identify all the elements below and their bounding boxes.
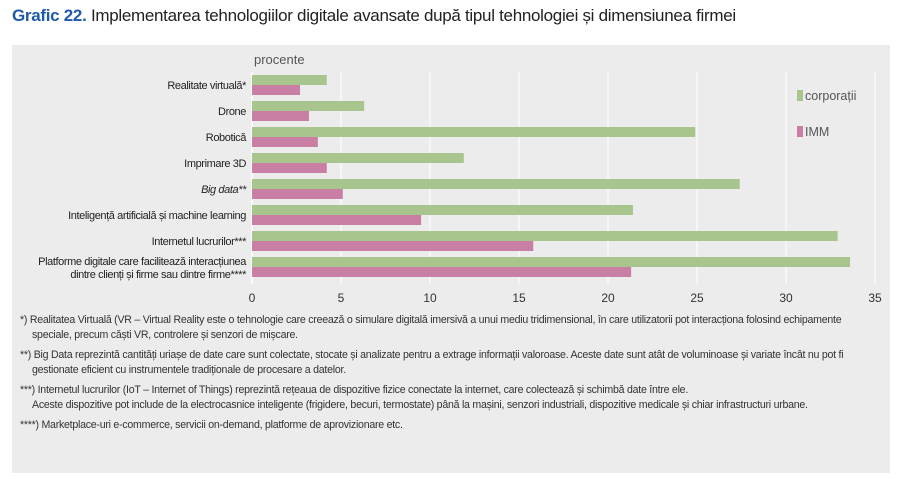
bar-corporaii-0 [252,75,327,85]
footnote-4: ****) Marketplace-uri e-commerce, servic… [20,419,403,431]
x-tick-label: 25 [690,291,704,305]
legend-label: IMM [805,125,829,139]
footnote-3: ***) Internetul lucrurilor (IoT – Intern… [20,384,808,411]
category-label: Internetul lucrurilor*** [152,236,247,248]
bar-corporaii-2 [252,127,696,137]
category-label: Imprimare 3D [184,158,246,170]
category-label: Robotică [206,132,247,144]
chart-number: Grafic 22. [12,6,87,25]
footnotes: *) Realitatea Virtuală (VR – Virtual Rea… [20,313,880,438]
x-tick-label: 20 [601,291,615,305]
bar-IMM-4 [252,189,343,199]
category-label: Inteligență artificială și machine learn… [68,210,246,222]
bar-IMM-2 [252,137,318,147]
bar-corporaii-4 [252,179,740,189]
footnote-2: **) Big Data reprezintă cantități uriașe… [20,349,844,376]
x-tick-label: 15 [512,291,526,305]
x-tick-label: 0 [249,291,256,305]
category-label: Realitate virtuală* [167,80,247,92]
bar-corporaii-7 [252,257,851,267]
bar-IMM-7 [252,267,632,277]
category-label: Big data** [201,184,247,196]
chart-title: Grafic 22. Implementarea tehnologiilor d… [12,6,736,26]
unit-label: procente [254,52,305,67]
x-tick-label: 30 [779,291,793,305]
chart-panel: procente 0 5 10 15 20 25 30 35 Realitate virtuală… [12,45,890,473]
category-label: dintre clienți și firme sau dintre firme… [70,269,247,281]
bar-chart: procente 0 5 10 15 20 25 30 35 Realitate virtuală… [38,52,882,305]
category-label: Drone [218,106,246,118]
x-tick-label: 35 [868,291,882,305]
bar-IMM-5 [252,215,422,225]
x-tick-label: 5 [338,291,345,305]
bar-IMM-1 [252,111,309,121]
bar-corporaii-1 [252,101,365,111]
bar-corporaii-3 [252,153,464,163]
chart-title-text: Implementarea tehnologiilor digitale ava… [90,6,736,25]
legend-swatch [797,126,803,137]
x-tick-label: 10 [423,291,437,305]
bar-IMM-6 [252,241,534,251]
bar-corporaii-5 [252,205,633,215]
footnote-1: *) Realitatea Virtuală (VR – Virtual Rea… [20,314,842,341]
category-label: Platforme digitale care facilitează inte… [38,256,247,268]
legend-label: corporații [805,89,856,103]
legend-swatch [797,90,803,101]
bar-IMM-0 [252,85,301,95]
bar-corporaii-6 [252,231,838,241]
bar-IMM-3 [252,163,327,173]
